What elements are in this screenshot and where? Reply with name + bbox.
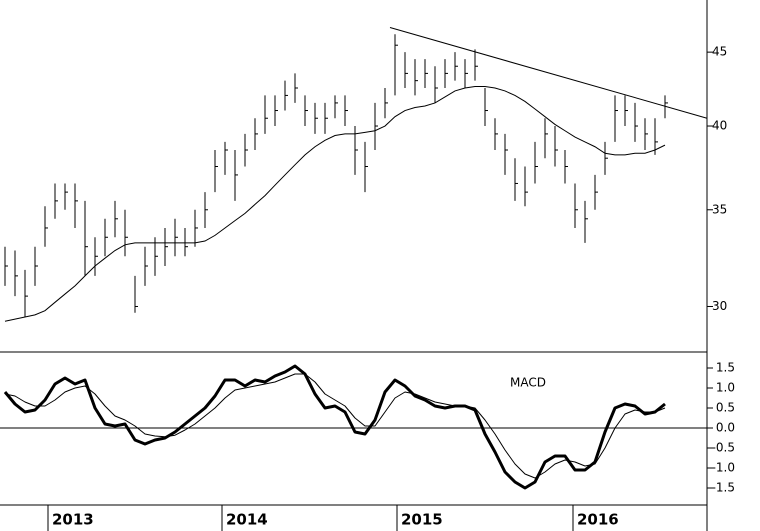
x-tick-label: 2014	[226, 511, 268, 529]
y-tick-label: 30	[712, 299, 727, 313]
y-tick-label: 0.0	[716, 421, 735, 435]
x-tick-label: 2015	[401, 511, 443, 529]
macd-line	[4, 373, 666, 479]
y-tick-label: 40	[712, 119, 727, 133]
macd-label: MACD	[510, 376, 546, 390]
y-tick-label: 1.0	[716, 381, 735, 395]
y-tick-label: 35	[712, 202, 727, 216]
macd-line	[3, 364, 666, 490]
y-tick-label: -0.5	[712, 441, 735, 455]
y-tick-label: -1.5	[712, 481, 735, 495]
y-tick-label: 45	[712, 45, 727, 59]
y-tick-label: 0.5	[716, 401, 735, 415]
x-tick-label: 2016	[577, 511, 619, 529]
trendline	[389, 27, 708, 119]
moving-average	[4, 86, 666, 322]
y-tick-label: -1.0	[712, 461, 735, 475]
x-tick-label: 2013	[52, 511, 94, 529]
y-tick-label: 1.5	[716, 361, 735, 375]
